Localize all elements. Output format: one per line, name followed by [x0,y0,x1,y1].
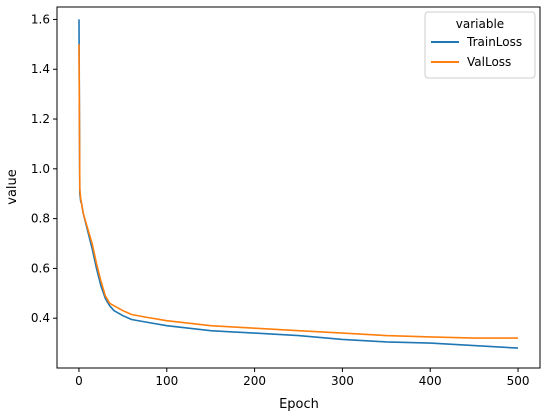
x-tick-label: 0 [75,374,83,388]
legend-entry-valloss: ValLoss [467,55,511,69]
legend: variable TrainLoss ValLoss [424,11,536,79]
x-tick-label: 500 [507,374,530,388]
y-axis-title: value [5,169,20,205]
y-tick-label: 0.8 [31,212,50,226]
y-tick-label: 1.6 [31,12,50,26]
x-tick-label: 100 [155,374,178,388]
legend-title: variable [456,17,504,31]
x-axis-title: Epoch [279,397,319,412]
y-tick-label: 1.4 [31,62,50,76]
y-tick-label: 0.4 [31,311,50,325]
legend-entry-trainloss: TrainLoss [466,35,522,49]
y-tick-label: 1.2 [31,112,50,126]
x-tick-label: 200 [243,374,266,388]
axis-layer: 0 100 200 300 400 500 0.4 0.6 0.8 1.0 1.2 1.4 1.6 [31,12,530,388]
y-tick-label: 1.0 [31,162,50,176]
y-tick-label: 0.6 [31,261,50,275]
x-tick-label: 300 [331,374,354,388]
series-layer [78,19,519,349]
x-tick-label: 400 [419,374,442,388]
series-line-valloss [78,44,518,339]
